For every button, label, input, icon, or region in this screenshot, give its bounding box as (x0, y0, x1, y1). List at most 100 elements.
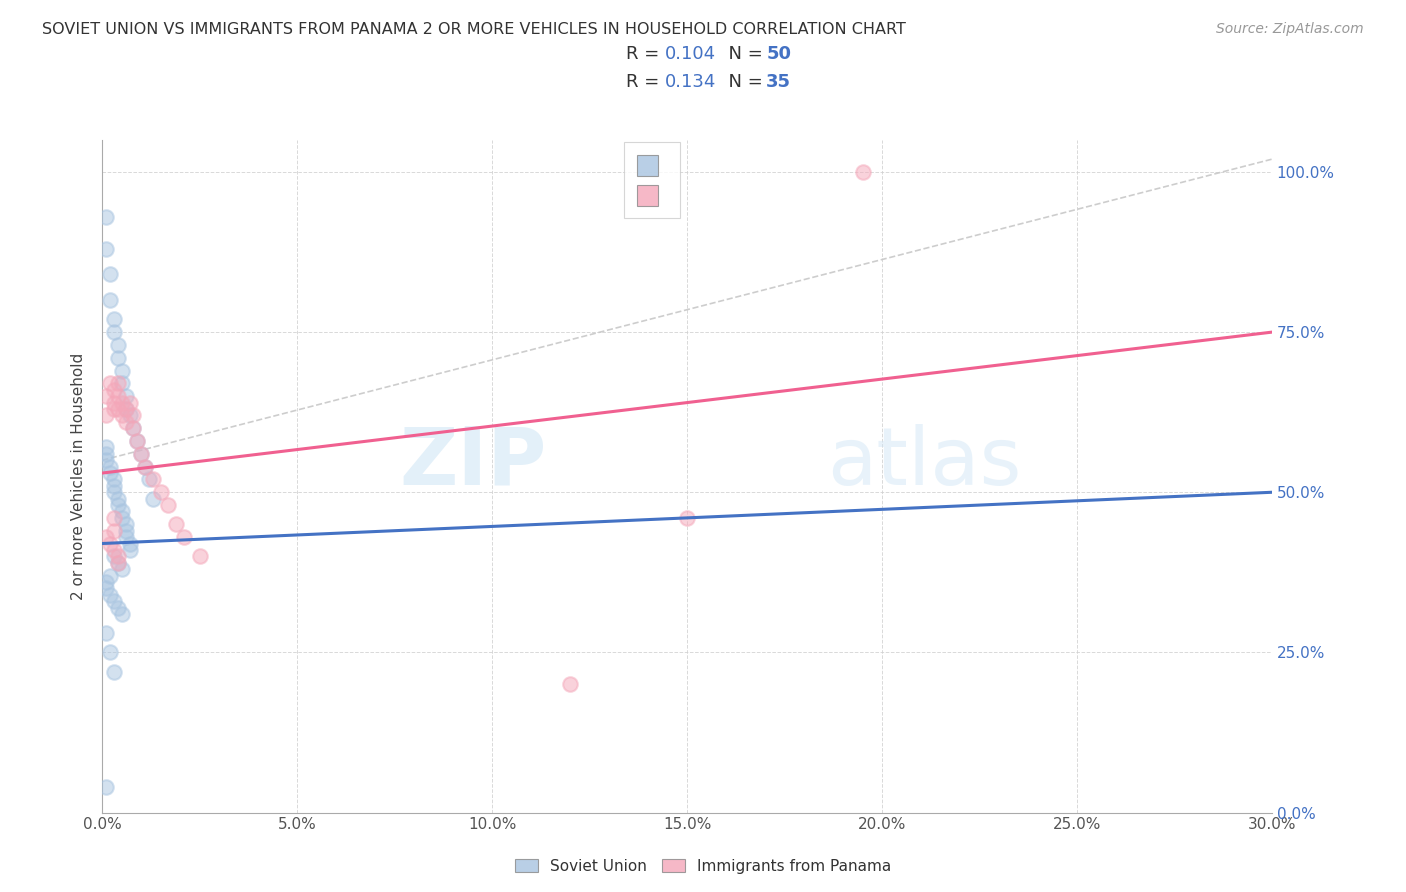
Point (103, 524, 125, 538)
Point (94, 210, 117, 224)
Point (134, 459, 156, 474)
Point (103, 549, 125, 564)
Text: R =: R = (626, 45, 665, 62)
Point (122, 421, 145, 435)
Point (107, 402, 129, 417)
Point (107, 600, 129, 615)
Point (103, 485, 125, 500)
Point (103, 473, 125, 487)
Text: 50: 50 (766, 45, 792, 62)
Point (94, 389, 117, 403)
Point (98, 376, 121, 391)
Point (103, 479, 125, 493)
Point (107, 556, 129, 570)
Point (114, 415, 136, 429)
Point (111, 376, 134, 391)
Point (114, 402, 136, 417)
Point (103, 383, 125, 397)
Point (98, 268, 121, 282)
Point (98, 568, 121, 582)
Point (98, 293, 121, 307)
Text: N =: N = (717, 45, 769, 62)
Point (107, 498, 129, 512)
Legend: Soviet Union, Immigrants from Panama: Soviet Union, Immigrants from Panama (509, 853, 897, 880)
Text: 0.134: 0.134 (665, 73, 717, 91)
Point (114, 402, 136, 417)
Point (94, 626, 117, 640)
Point (103, 511, 125, 525)
Point (111, 395, 134, 409)
Point (149, 485, 172, 500)
Point (98, 466, 121, 480)
Text: R =: R = (626, 73, 665, 91)
Point (107, 491, 129, 506)
Point (94, 453, 117, 467)
Point (103, 665, 125, 679)
Text: SOVIET UNION VS IMMIGRANTS FROM PANAMA 2 OR MORE VEHICLES IN HOUSEHOLD CORRELATI: SOVIET UNION VS IMMIGRANTS FROM PANAMA 2… (42, 22, 905, 37)
Point (129, 447, 152, 461)
Point (118, 395, 141, 409)
Point (94, 530, 117, 544)
Point (111, 607, 134, 621)
Point (122, 421, 145, 435)
Point (129, 447, 152, 461)
Point (98, 536, 121, 550)
Point (111, 409, 134, 423)
Point (127, 434, 149, 448)
Point (107, 389, 129, 403)
Point (114, 530, 136, 544)
Point (107, 556, 129, 570)
Point (142, 473, 165, 487)
Point (94, 409, 117, 423)
Point (165, 517, 187, 532)
Text: 35: 35 (766, 73, 792, 91)
Point (188, 549, 211, 564)
Point (107, 549, 129, 564)
Point (111, 562, 134, 576)
Point (103, 594, 125, 608)
Point (103, 312, 125, 326)
Point (111, 504, 134, 518)
Point (98, 459, 121, 474)
Point (851, 165, 873, 179)
Text: atlas: atlas (827, 424, 1022, 502)
Point (98, 588, 121, 602)
Point (114, 517, 136, 532)
Point (94, 574, 117, 589)
Point (103, 402, 125, 417)
Point (114, 389, 136, 403)
Point (94, 441, 117, 455)
Point (118, 409, 141, 423)
Text: 0.104: 0.104 (665, 45, 716, 62)
Text: Source: ZipAtlas.com: Source: ZipAtlas.com (1216, 22, 1364, 37)
Point (103, 395, 125, 409)
Point (103, 325, 125, 339)
Point (107, 351, 129, 365)
Legend: , : , (624, 142, 681, 219)
Text: N =: N = (717, 73, 769, 91)
Point (173, 530, 195, 544)
Point (118, 542, 141, 557)
Point (142, 491, 165, 506)
Point (118, 536, 141, 550)
Point (94, 242, 117, 256)
Point (94, 582, 117, 596)
Point (134, 459, 156, 474)
Point (676, 511, 699, 525)
Text: ZIP: ZIP (399, 424, 547, 502)
Point (558, 677, 581, 691)
Point (157, 498, 180, 512)
Point (111, 363, 134, 377)
Point (94, 447, 117, 461)
Point (138, 473, 160, 487)
Point (107, 338, 129, 352)
Y-axis label: 2 or more Vehicles in Household: 2 or more Vehicles in Household (72, 352, 86, 600)
Point (107, 376, 129, 391)
Point (94, 780, 117, 794)
Point (111, 511, 134, 525)
Point (114, 524, 136, 538)
Point (103, 542, 125, 557)
Point (127, 434, 149, 448)
Point (122, 409, 145, 423)
Point (98, 645, 121, 659)
